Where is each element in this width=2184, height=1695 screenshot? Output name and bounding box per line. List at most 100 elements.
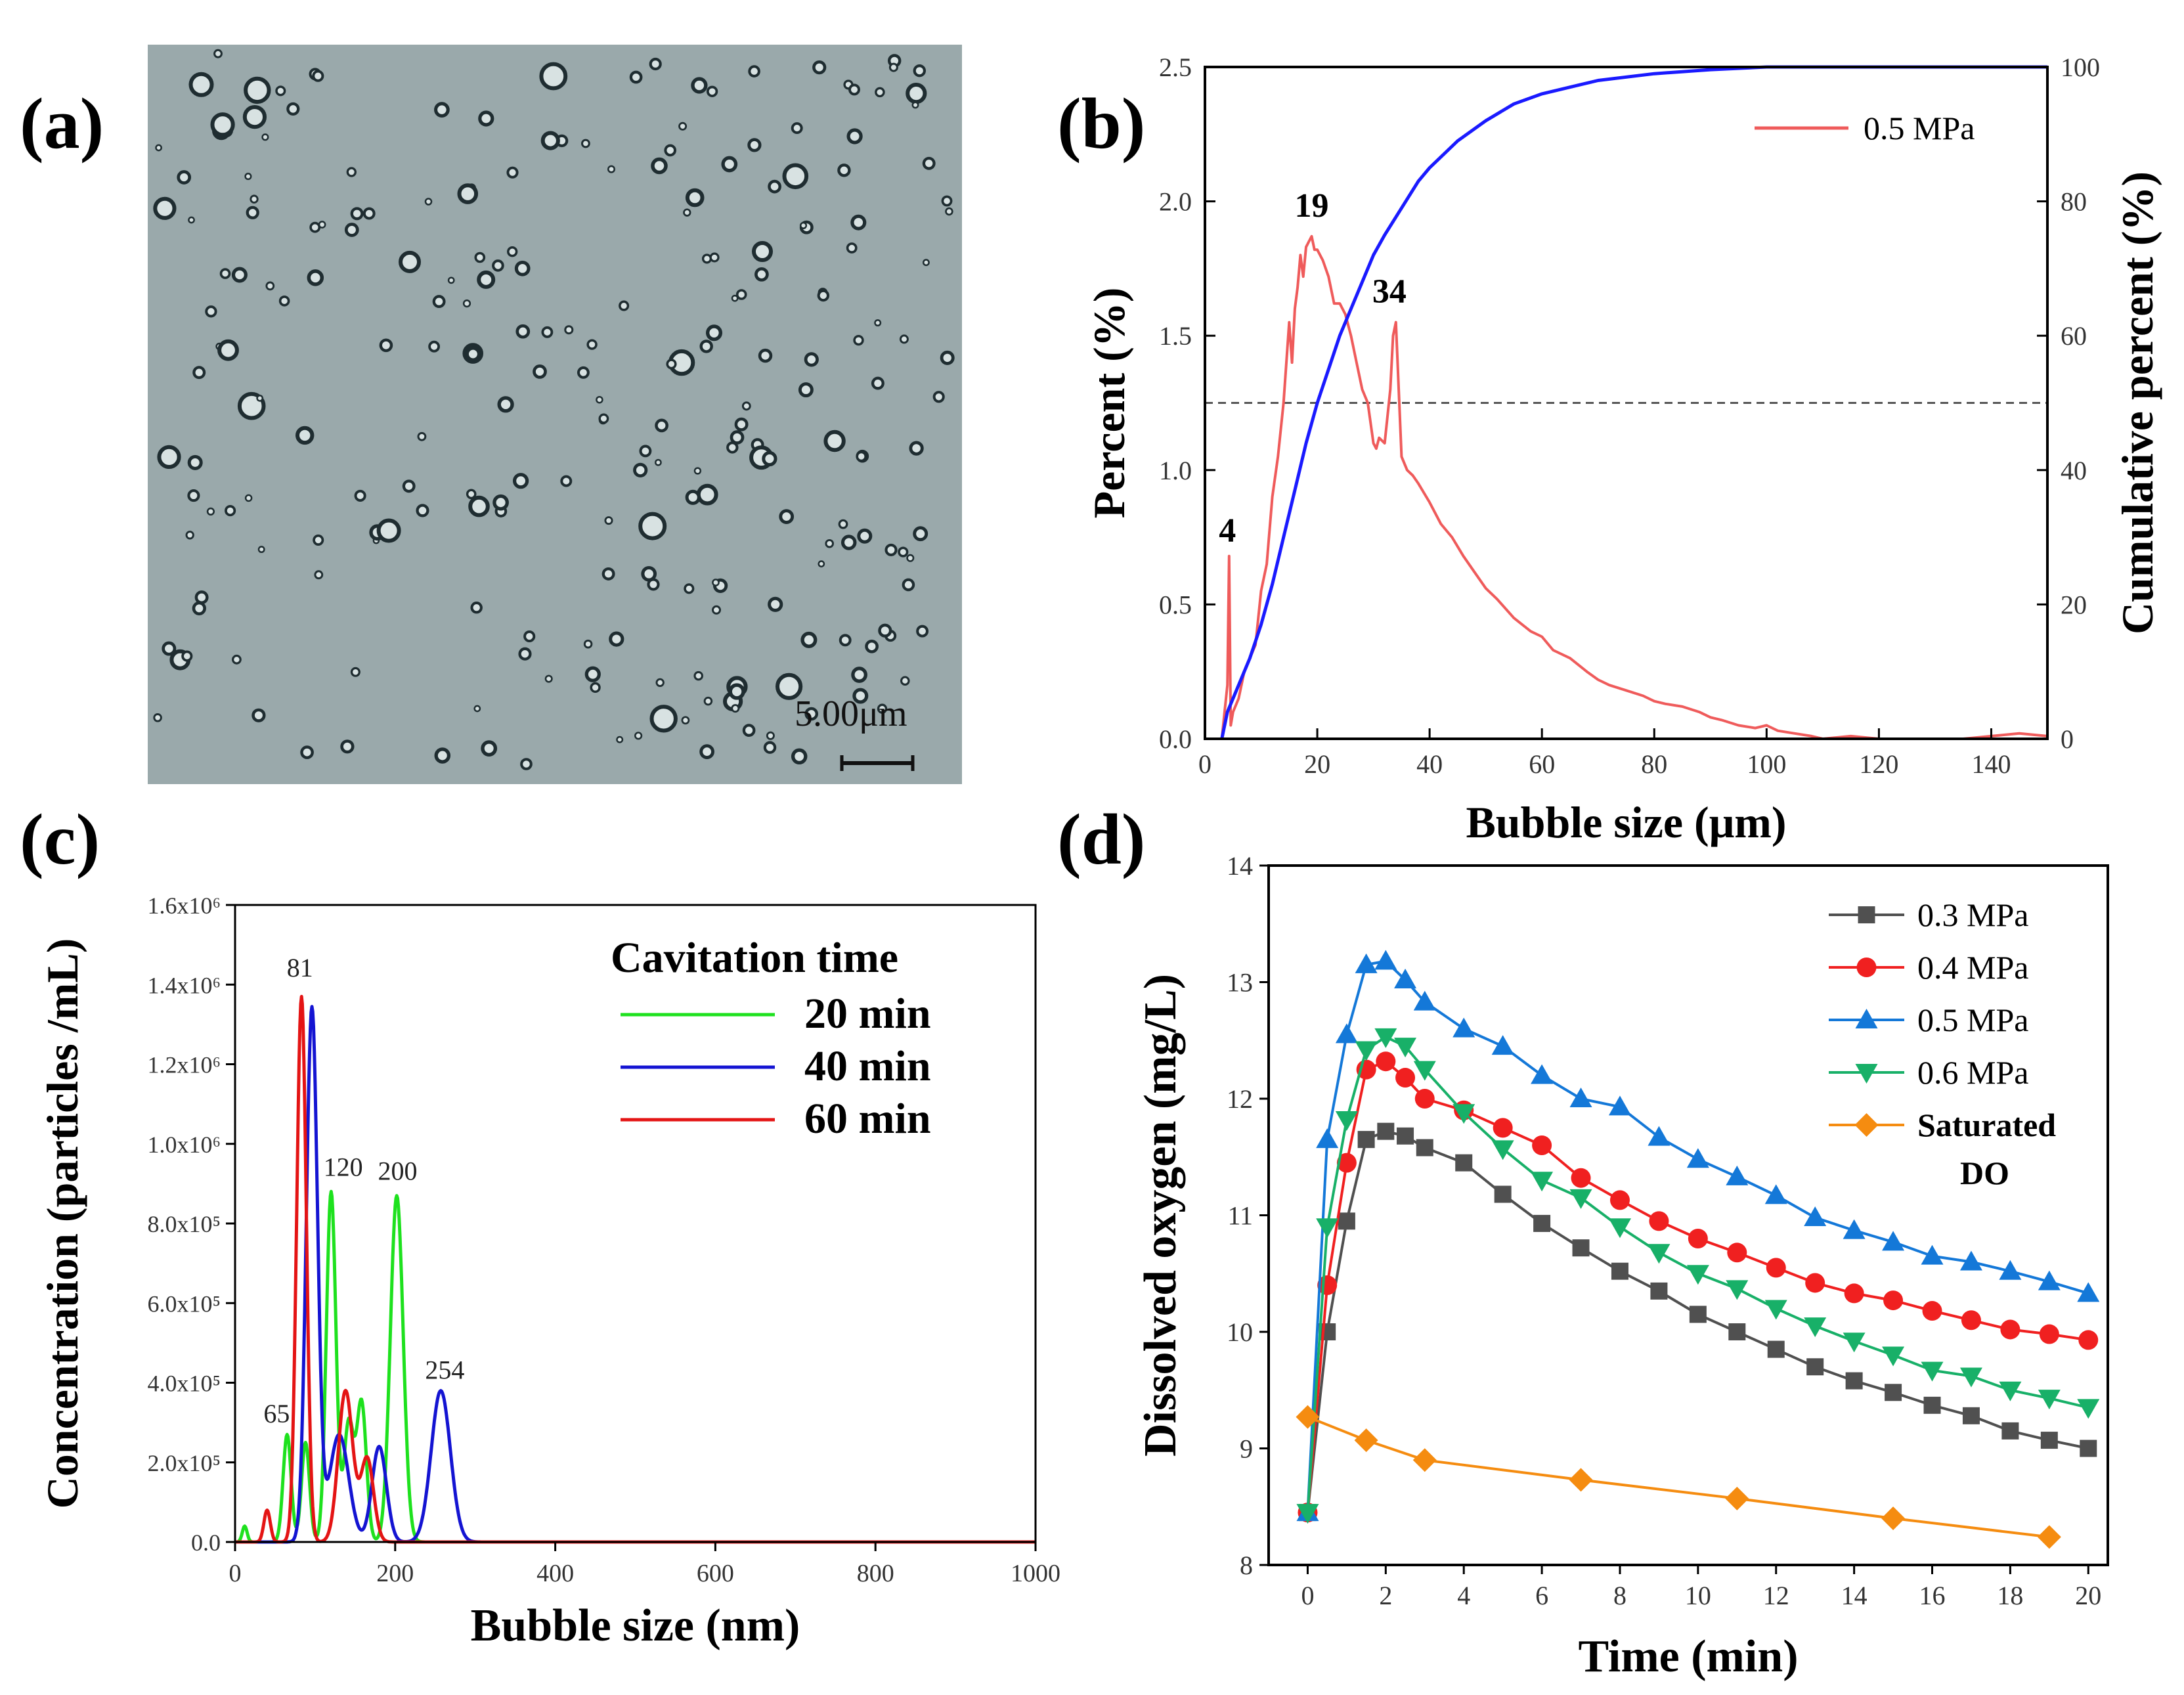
micro-bubble (888, 62, 898, 72)
micro-bubble (940, 350, 955, 365)
x-tick-label: 40 (1416, 749, 1443, 779)
peak-annotation: 81 (287, 953, 313, 982)
micro-bubble (779, 509, 795, 524)
micro-bubble (693, 671, 703, 681)
micro-bubble (533, 364, 547, 379)
micro-bubble (188, 72, 214, 97)
micro-bubble (775, 672, 803, 700)
micro-bubble (244, 494, 253, 502)
micro-bubble (162, 641, 177, 656)
data-point-0.4-mpa (1649, 1211, 1669, 1231)
data-point-0.6-mpa (1843, 1332, 1866, 1353)
y-tick-label: 11 (1227, 1201, 1253, 1231)
x-tick-label: 140 (1971, 749, 2011, 779)
micro-bubble (922, 259, 930, 267)
series-line-0-5mpa (1220, 234, 2048, 740)
micro-bubble (583, 639, 593, 649)
micro-bubble (857, 528, 873, 544)
micro-bubble (598, 413, 609, 424)
legend-marker-0.6-mpa (1855, 1064, 1878, 1084)
micro-bubble (257, 546, 265, 554)
micro-bubble (791, 122, 803, 135)
micro-bubble (300, 745, 314, 759)
micro-bubble (213, 49, 223, 58)
data-point-0.3-mpa (2040, 1432, 2058, 1449)
data-point-saturated-do (1354, 1428, 1378, 1453)
micro-bubble (678, 121, 688, 131)
micro-bubble (402, 479, 416, 493)
data-point-0.6-mpa (1882, 1346, 1905, 1367)
peak-annotation: 200 (378, 1156, 417, 1185)
micro-bubble (278, 295, 290, 307)
micro-bubble (633, 462, 648, 478)
micro-bubble (275, 85, 286, 97)
micro-bubble (696, 483, 718, 506)
micro-bubble (709, 252, 720, 263)
x-axis-label: Bubble size (μm) (1466, 797, 1786, 847)
micro-bubble (741, 401, 751, 411)
data-point-0.5-mpa (1648, 1126, 1671, 1146)
data-point-0.6-mpa (1726, 1280, 1749, 1300)
data-point-0.5-mpa (1569, 1088, 1592, 1107)
micro-bubble (768, 179, 781, 194)
micro-bubble (506, 166, 519, 179)
micro-bubble (515, 324, 531, 339)
x-tick-label: 120 (1859, 749, 1898, 779)
micro-bubble (735, 289, 747, 300)
data-point-0.5-mpa (1959, 1250, 1982, 1271)
micro-bubble (902, 578, 915, 592)
micro-bubble (312, 70, 324, 82)
chart-d: 0 2 4 6 8 10 12 14 16 18 20 8 9 10 11 12 13 14 Time (min) D… (1135, 851, 2109, 1682)
micro-bubble (225, 505, 236, 517)
micro-bubble (514, 260, 531, 276)
x-tick-label: 0 (1198, 749, 1212, 779)
data-point-0.4-mpa (1414, 1089, 1435, 1109)
micro-bubble (932, 391, 945, 403)
series-line-saturated-do (1307, 1415, 2050, 1539)
data-point-0.6-mpa (1764, 1300, 1787, 1320)
data-point-0.6-mpa (1959, 1367, 1982, 1388)
chart-c: 0 200 400 600 800 1000 0.0 2.0x10⁵ 4.0x10⁵ 6.0x10… (37, 892, 1060, 1651)
chart-b: 0 20 40 60 80 100 120 140 0.0 0.5 1.0 1.5 2.0 2.5 0 20 4… (1084, 53, 2162, 847)
data-point-0.4-mpa (2000, 1319, 2020, 1340)
data-point-0.3-mpa (1923, 1396, 1941, 1414)
x-tick-label: 20 (1304, 749, 1330, 779)
data-point-0.4-mpa (2078, 1330, 2099, 1350)
micro-bubble (655, 678, 665, 688)
micro-bubble (350, 207, 364, 221)
micro-bubble (457, 183, 479, 204)
data-point-0.5-mpa (1726, 1165, 1749, 1185)
micro-bubble (817, 289, 830, 302)
series-line-20-min (234, 1189, 1037, 1544)
x-tick-label: 8 (1613, 1581, 1627, 1610)
data-point-0.3-mpa (1357, 1131, 1375, 1149)
data-point-0.4-mpa (1376, 1051, 1396, 1072)
micro-bubble (188, 216, 195, 224)
micro-bubble (601, 567, 615, 581)
x-axis-label: Time (min) (1578, 1631, 1798, 1682)
micro-bubble (639, 445, 652, 458)
panel-label-c: (c) (20, 799, 100, 879)
micro-bubble (837, 164, 851, 177)
micro-bubble (466, 346, 481, 362)
micro-bubble (399, 250, 421, 273)
micro-bubble (157, 445, 181, 470)
data-point-0.3-mpa (1397, 1127, 1414, 1145)
micro-bubble (848, 83, 860, 96)
micro-bubble (153, 713, 162, 722)
y-tick-label: 2.0x10⁵ (147, 1450, 221, 1476)
micro-bubble (177, 170, 192, 185)
micro-bubble (428, 340, 440, 353)
x-tick-label: 600 (697, 1560, 734, 1587)
micro-bubble (478, 110, 494, 127)
micro-bubble (706, 85, 718, 97)
micro-bubble (913, 526, 928, 542)
micro-bubble (541, 326, 554, 338)
micro-bubble (544, 674, 553, 683)
y-tick-label: 14 (1227, 851, 1253, 881)
micro-bubble (712, 579, 720, 586)
micro-bubble (187, 489, 200, 502)
micro-bubble (507, 246, 518, 257)
micrograph-background (148, 45, 962, 784)
micro-bubble (474, 252, 486, 263)
